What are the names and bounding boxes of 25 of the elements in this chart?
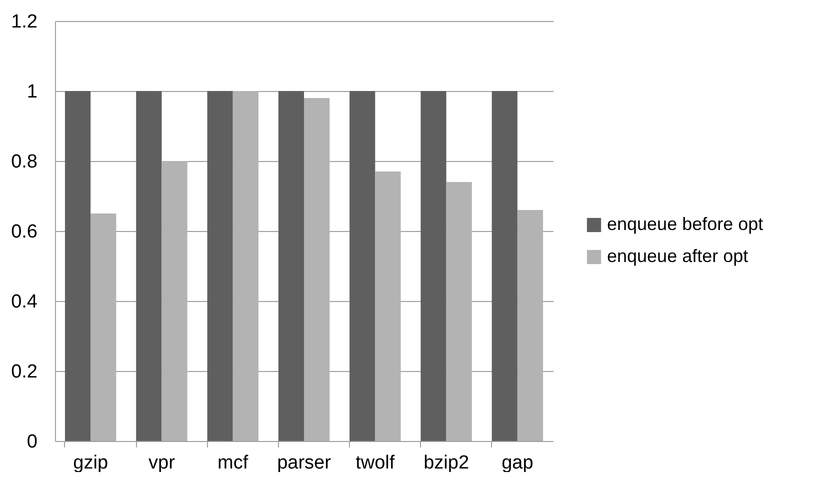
bar — [207, 91, 233, 441]
bar — [375, 172, 401, 441]
y-tick-label: 0.8 — [11, 152, 38, 172]
bar — [136, 91, 162, 441]
bar — [64, 91, 91, 441]
y-tick-label: 0.2 — [11, 362, 38, 382]
legend-label: enqueue after opt — [607, 246, 748, 266]
bar — [492, 91, 518, 441]
y-tick-label: 1 — [26, 82, 38, 102]
bar — [232, 91, 258, 441]
bar — [90, 214, 116, 441]
bar — [446, 182, 472, 441]
bar — [278, 91, 304, 441]
bar — [517, 210, 544, 441]
y-tick-label: 1.2 — [11, 12, 38, 32]
legend-label: enqueue before opt — [607, 214, 764, 234]
y-tick-label: 0.4 — [11, 292, 38, 312]
y-tick-label: 0.6 — [11, 222, 38, 242]
bar — [420, 91, 446, 441]
bar — [304, 98, 330, 441]
bar — [350, 91, 376, 441]
x-tick-label: mcf — [218, 452, 249, 474]
y-tick-label: 0 — [26, 432, 38, 452]
x-tick-label: twolf — [356, 452, 396, 474]
bar — [162, 161, 188, 441]
